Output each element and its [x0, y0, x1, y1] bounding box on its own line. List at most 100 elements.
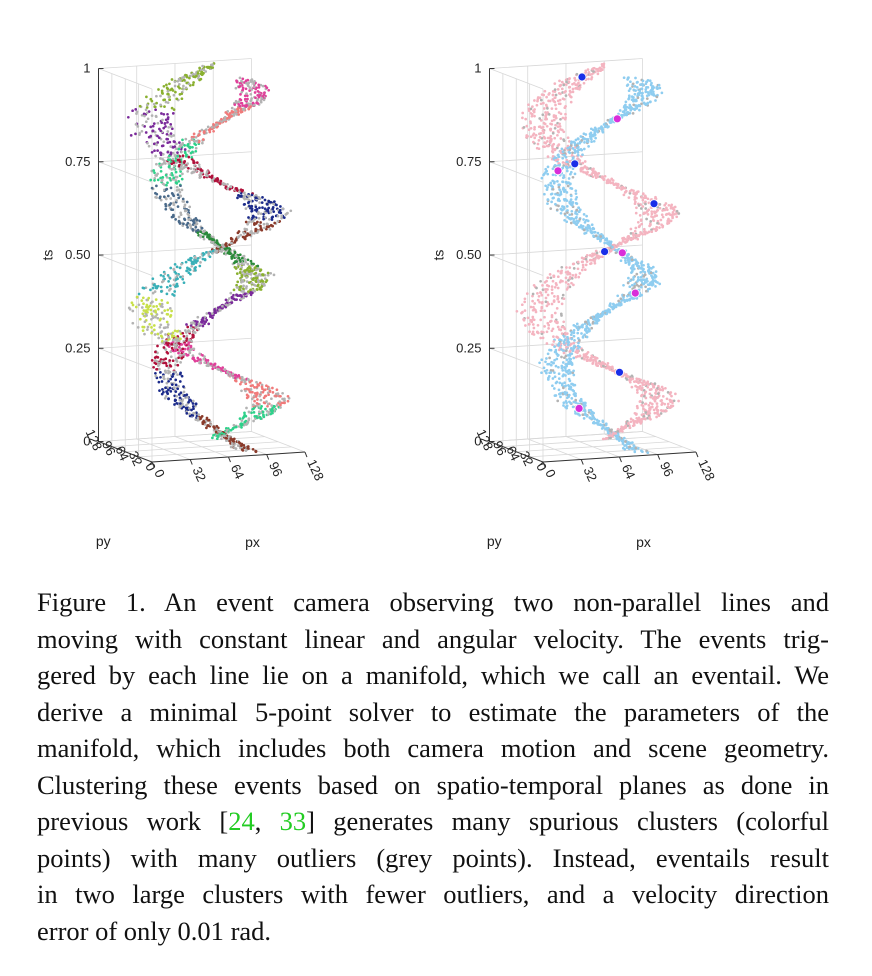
- event-point: [654, 285, 657, 288]
- event-point: [274, 394, 278, 398]
- event-point: [170, 78, 174, 81]
- event-point: [579, 397, 583, 401]
- event-point: [223, 118, 227, 122]
- event-point: [152, 324, 156, 327]
- event-point: [191, 399, 195, 403]
- event-point: [245, 285, 248, 288]
- event-point: [262, 217, 265, 221]
- event-point: [576, 336, 580, 340]
- event-point: [218, 432, 221, 436]
- event-point: [590, 140, 593, 144]
- event-point: [624, 444, 628, 447]
- event-point: [550, 119, 554, 123]
- event-point: [564, 162, 568, 166]
- event-point: [166, 377, 170, 381]
- event-point: [571, 348, 575, 352]
- event-point: [229, 291, 233, 295]
- event-point: [190, 264, 194, 268]
- event-point: [607, 125, 610, 128]
- event-point: [150, 300, 154, 304]
- event-point: [666, 402, 670, 406]
- event-point: [560, 80, 564, 84]
- px-tick: [304, 451, 308, 458]
- event-point: [256, 220, 259, 224]
- event-point: [542, 366, 546, 370]
- event-point: [184, 209, 188, 212]
- event-point: [257, 280, 260, 284]
- event-point: [258, 415, 262, 419]
- event-point: [207, 233, 211, 237]
- event-point: [177, 342, 181, 345]
- event-point: [177, 351, 180, 355]
- event-point: [569, 100, 573, 104]
- event-point: [524, 117, 528, 121]
- event-point: [540, 293, 544, 297]
- event-point: [152, 102, 156, 106]
- event-point: [566, 369, 570, 373]
- event-point: [240, 275, 244, 278]
- event-point: [134, 132, 137, 136]
- event-point: [251, 278, 255, 281]
- py-axis-label: py: [96, 533, 111, 549]
- event-point: [195, 169, 198, 172]
- event-point: [156, 172, 159, 176]
- event-point: [191, 405, 195, 408]
- event-point: [178, 190, 182, 194]
- event-point: [261, 273, 265, 277]
- event-point: [131, 309, 135, 313]
- event-point: [562, 404, 565, 407]
- event-point: [636, 80, 639, 84]
- event-point: [650, 228, 653, 232]
- event-point: [169, 145, 173, 148]
- event-point: [537, 139, 541, 142]
- event-point: [243, 411, 246, 415]
- event-point: [162, 140, 166, 144]
- event-point: [230, 301, 234, 304]
- event-point: [650, 92, 653, 96]
- event-point: [271, 215, 275, 219]
- event-point: [528, 330, 531, 334]
- event-point: [140, 306, 144, 309]
- event-point: [550, 315, 554, 319]
- event-point: [618, 241, 621, 245]
- event-point: [565, 401, 568, 405]
- event-point: [553, 345, 556, 348]
- event-point: [185, 354, 189, 357]
- event-point: [523, 300, 527, 304]
- event-point: [595, 321, 599, 325]
- event-point: [281, 391, 284, 395]
- event-point: [188, 76, 191, 80]
- event-point: [211, 316, 214, 320]
- event-point: [240, 297, 243, 301]
- event-point: [568, 379, 572, 383]
- event-point: [216, 306, 220, 309]
- event-point: [574, 275, 577, 279]
- event-point: [540, 371, 543, 375]
- px-axis-label: px: [245, 534, 260, 550]
- event-point: [570, 330, 574, 334]
- px-axis-label: px: [636, 534, 651, 550]
- event-point: [193, 142, 196, 146]
- event-point: [596, 237, 600, 241]
- event-point: [228, 297, 231, 300]
- event-point: [169, 350, 173, 354]
- event-point: [271, 386, 274, 390]
- event-point: [269, 271, 273, 275]
- event-point: [181, 277, 185, 281]
- event-point: [243, 237, 247, 241]
- event-point: [188, 407, 191, 410]
- event-point: [141, 123, 145, 127]
- event-point: [144, 310, 148, 314]
- event-point: [172, 334, 176, 338]
- event-point: [189, 167, 193, 170]
- event-point: [586, 350, 590, 354]
- event-point: [564, 112, 567, 116]
- event-point: [624, 100, 628, 104]
- event-point: [563, 106, 567, 110]
- event-point: [549, 319, 553, 323]
- event-point: [220, 431, 224, 435]
- event-point: [168, 277, 172, 280]
- event-point: [641, 95, 644, 98]
- event-point: [622, 294, 626, 297]
- event-point: [273, 221, 277, 225]
